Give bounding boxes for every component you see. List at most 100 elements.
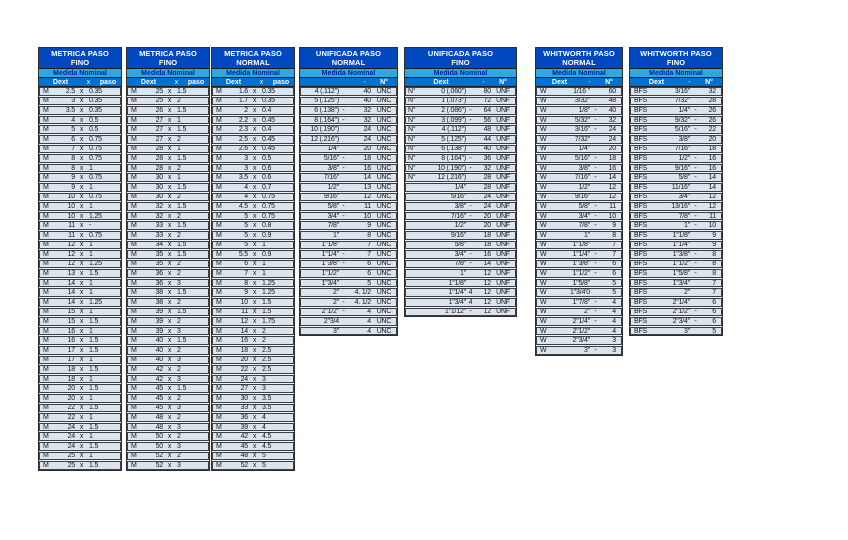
table-cell: x — [252, 212, 257, 220]
table-cell: 2"3/4" — [672, 318, 690, 326]
table-cell: 6 — [367, 260, 371, 268]
table-row: W 5/16" - 18 — [536, 154, 622, 163]
table-cell: 8 — [367, 231, 371, 239]
table-cell: x — [252, 346, 257, 354]
table-cell: M — [43, 289, 49, 297]
table-cell: 2" — [684, 289, 690, 297]
table-row: M 18 x 1 — [39, 374, 121, 384]
table-row: 4 (.112") 40 UNC — [300, 87, 397, 96]
table-row: 1"1/2" 6 UNC — [300, 269, 397, 278]
table-cell: W — [540, 327, 547, 335]
table-cell: M — [131, 452, 137, 460]
table-cell: 13 — [67, 270, 75, 278]
table-row: M 9 x 1.25 — [212, 288, 294, 298]
table-title: METRICA PASO NORMAL — [212, 48, 294, 69]
table-cell: x — [167, 327, 172, 335]
table-cell: BFS — [634, 241, 648, 249]
table-cell: BFS — [634, 87, 648, 95]
table-cell: M — [216, 174, 222, 182]
table-cell: 0.75 — [262, 202, 275, 210]
table-cell: N° — [408, 154, 416, 162]
table-cell: 1 — [89, 394, 93, 402]
table-row: N° 10 (.190") - 32 UNF — [405, 163, 516, 173]
table-cell: 28 — [483, 183, 491, 191]
table-row: M 38 x 1.5 — [127, 288, 209, 298]
table-cell: 1.5 — [177, 250, 187, 258]
table-cell: x — [252, 202, 257, 210]
table-title-text: NORMAL — [331, 58, 366, 67]
column-header-cell: Dext — [648, 78, 665, 86]
table-cell: x — [167, 260, 172, 268]
table-cell: 1 — [89, 164, 93, 172]
table-cell: - — [594, 346, 597, 354]
table-cell: 3 — [244, 164, 248, 172]
table-cell: UNC — [376, 318, 392, 326]
table-cell: 12 — [483, 298, 491, 306]
table-cell: 3/8" — [678, 135, 690, 143]
table-cell: 11 — [364, 202, 371, 210]
table-cell: 0.75 — [89, 174, 102, 182]
table-cell: 1.5 — [177, 308, 187, 316]
table-cell: 4 — [244, 193, 248, 201]
table-cell: UNF — [496, 174, 510, 182]
table-cell: 4 — [468, 289, 473, 297]
table-cell: 2 — [177, 193, 181, 201]
table-cell: 2.3 — [238, 126, 248, 134]
table-row: W 7/8" - 9 — [536, 221, 622, 230]
table-row: 2"1/2" - 4 UNC — [300, 307, 397, 317]
table-cell: 9/16" — [450, 231, 466, 239]
table-row: M 3 x 0.35 — [39, 96, 121, 106]
table-cell: 5 — [71, 126, 75, 134]
table-cell: 1 — [177, 174, 181, 182]
table-cell: 27 — [240, 385, 248, 393]
table-cell: M — [131, 366, 137, 374]
table-cell: 14 — [608, 174, 617, 182]
table-cell: BFS — [634, 126, 648, 134]
table-column-header: Dext x paso — [39, 78, 121, 87]
table-cell: 1.5 — [89, 346, 99, 354]
table-cell: 0.45 — [262, 116, 275, 124]
table-row: M 22 x 1.5 — [39, 403, 121, 413]
table-row: 10 (.190") 24 UNC — [300, 125, 397, 134]
table-cell: M — [43, 126, 49, 134]
table-cell: 10 (.190") — [437, 164, 466, 172]
table-row: M 20 x 1.5 — [39, 384, 121, 393]
table-cell: M — [131, 404, 137, 412]
table-cell: 11/16" — [671, 183, 690, 191]
table-cell: 32 — [608, 116, 617, 124]
table-cell: - — [594, 308, 597, 316]
table-cell: 33 — [155, 231, 163, 239]
table-cell: x — [79, 183, 84, 191]
table-cell: x — [79, 442, 84, 450]
table-cell: 1/4" — [454, 183, 466, 191]
table-cell: 1"1/8" — [572, 241, 590, 249]
table-row: BFS 1"1/8" 9 — [630, 230, 722, 240]
column-header-cell: N° — [499, 78, 507, 86]
table-cell: BFS — [634, 212, 648, 220]
table-cell: 9 — [712, 231, 716, 239]
table-cell: 42 — [240, 433, 248, 441]
table-cell: 8 — [71, 164, 75, 172]
table-cell: 3 — [177, 356, 181, 364]
table-cell: 7/32" — [674, 97, 690, 105]
table-cell: 1"1/8" — [321, 241, 339, 249]
table-cell: 45 — [240, 442, 248, 450]
table-cell: BFS — [634, 202, 648, 210]
table-title-text: UNIFICADA PASO — [427, 49, 494, 58]
table-cell: - — [594, 270, 597, 278]
table-cell: UNF — [496, 279, 510, 287]
table-cell: - — [694, 116, 697, 124]
table-cell: 14 — [483, 260, 491, 268]
table-cell: 18 — [67, 375, 75, 383]
table-cell: - — [89, 222, 92, 230]
table-cell: 1"1/4" — [672, 241, 690, 249]
table-cell: 7/16" — [674, 145, 690, 153]
table-cell: x — [252, 452, 257, 460]
table-cell: x — [252, 154, 257, 162]
table-row: 2" 4. 1/2 UNC — [300, 288, 397, 298]
table-cell: 2" — [333, 298, 339, 306]
table-row: 7/8" 9 UNC — [300, 221, 397, 230]
table-row: M 45 x 4.5 — [212, 441, 294, 451]
table-cell: 3 — [177, 442, 181, 450]
table-cell: W — [540, 289, 547, 297]
